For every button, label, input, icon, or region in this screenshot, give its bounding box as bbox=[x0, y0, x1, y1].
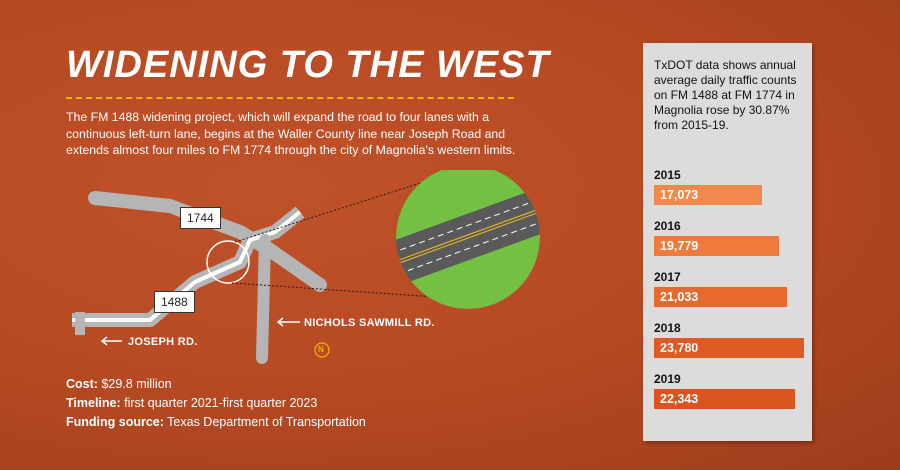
bar-year-2015: 2015 bbox=[654, 168, 681, 182]
road-label-1744: 1744 bbox=[180, 207, 221, 229]
page-title: WIDENING TO THE WEST bbox=[66, 44, 550, 86]
joseph-arrow bbox=[100, 336, 122, 346]
zoom-inset bbox=[396, 170, 540, 309]
project-facts: Cost: $29.8 million Timeline: first quar… bbox=[66, 375, 366, 432]
fact-cost: Cost: $29.8 million bbox=[66, 377, 172, 391]
fact-funding: Funding source: Texas Department of Tran… bbox=[66, 415, 366, 429]
bar-year-2016: 2016 bbox=[654, 219, 681, 233]
road-1488-inner bbox=[72, 210, 302, 322]
zoom-leader-bottom bbox=[231, 282, 451, 299]
north-marker-circle bbox=[314, 342, 330, 358]
intro-text: The FM 1488 widening project, which will… bbox=[66, 110, 516, 157]
traffic-panel: TxDOT data shows annual average daily tr… bbox=[643, 43, 812, 441]
title-divider bbox=[66, 97, 514, 99]
focus-circle bbox=[206, 240, 250, 284]
bar-2016: 19,779 bbox=[654, 236, 779, 256]
nichols-arrow bbox=[276, 317, 300, 327]
bar-value-label: 19,779 bbox=[660, 239, 699, 253]
bar-year-2019: 2019 bbox=[654, 372, 681, 386]
joseph-road-label: JOSEPH RD. bbox=[128, 336, 198, 348]
north-marker-letter: N bbox=[318, 345, 325, 354]
bar-2015: 17,073 bbox=[654, 185, 762, 205]
bar-value-label: 21,033 bbox=[660, 290, 699, 304]
bar-year-2018: 2018 bbox=[654, 321, 681, 335]
road-label-1488: 1488 bbox=[154, 291, 195, 313]
bar-2018: 23,780 bbox=[654, 338, 804, 358]
road-nichols-sawmill bbox=[256, 234, 271, 364]
chart-title: TxDOT data shows annual average daily tr… bbox=[654, 58, 797, 132]
road-map bbox=[72, 170, 540, 364]
bar-value-label: 23,780 bbox=[660, 341, 699, 355]
fact-timeline: Timeline: first quarter 2021-first quart… bbox=[66, 396, 318, 410]
bar-year-2017: 2017 bbox=[654, 270, 681, 284]
road-1744 bbox=[88, 191, 327, 292]
bar-value-label: 17,073 bbox=[660, 188, 699, 202]
bar-2017: 21,033 bbox=[654, 287, 787, 307]
bar-2019: 22,343 bbox=[654, 389, 795, 409]
bar-value-label: 22,343 bbox=[660, 392, 699, 406]
nichols-sawmill-label: NICHOLS SAWMILL RD. bbox=[304, 317, 435, 329]
